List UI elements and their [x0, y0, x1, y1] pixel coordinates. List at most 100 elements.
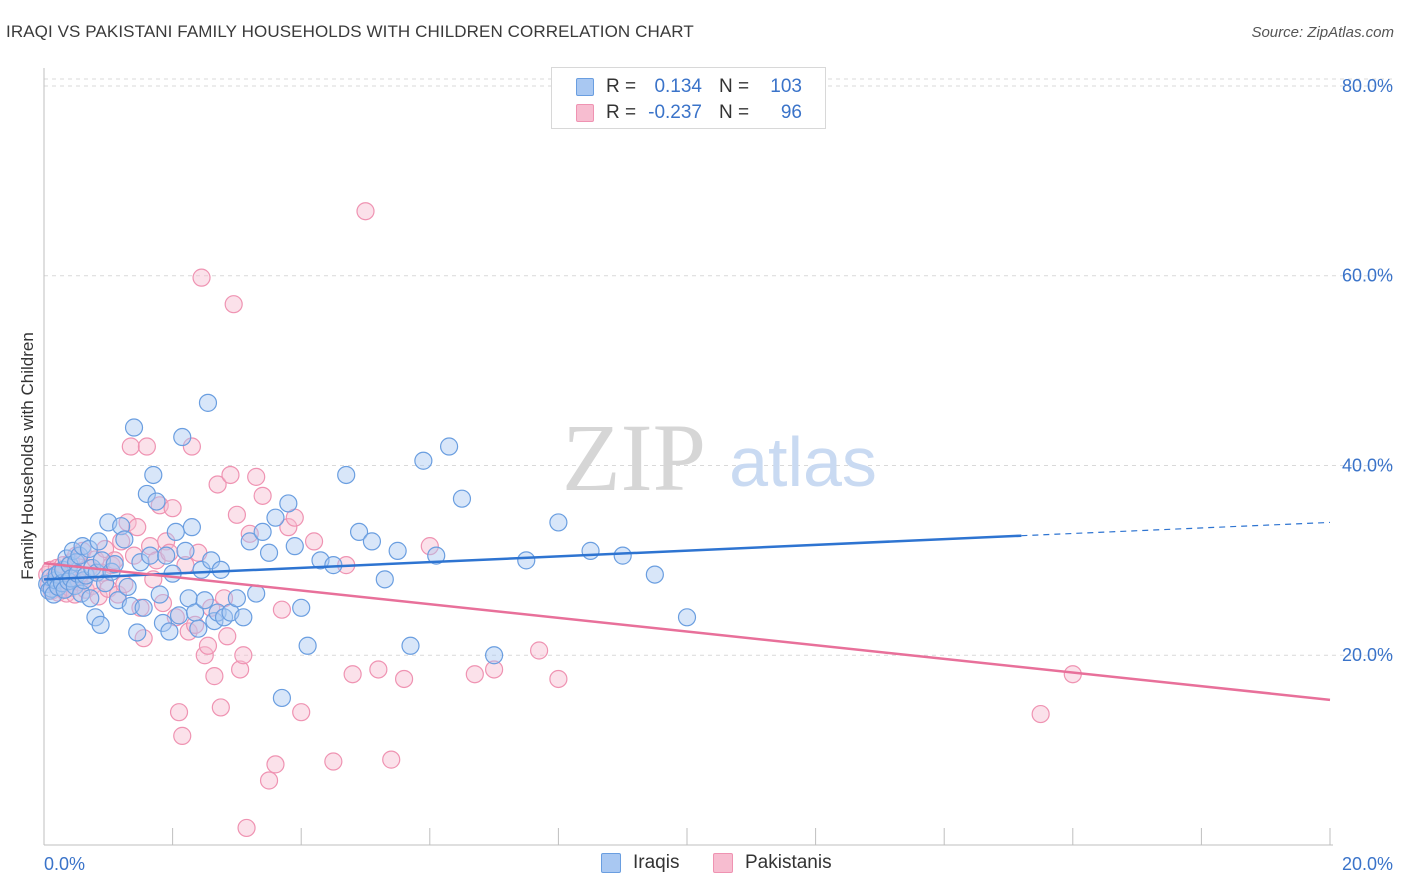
iraqi-point: [298, 636, 317, 655]
iraqi-point: [166, 522, 185, 542]
iraqi-point: [613, 546, 632, 565]
iraqi-point: [414, 451, 433, 470]
iraqi-point: [292, 598, 311, 617]
series-legend: Iraqis Pakistanis: [0, 852, 1406, 876]
iraqi-point: [91, 615, 110, 634]
pakistani-point: [549, 669, 568, 689]
iraqi-point: [182, 518, 201, 537]
pakistani-point: [485, 660, 504, 679]
iraqis-points: [38, 393, 697, 708]
iraqi-point: [195, 591, 214, 610]
iraqi-point: [192, 560, 211, 579]
chart-title: IRAQI VS PAKISTANI FAMILY HOUSEHOLDS WIT…: [6, 22, 694, 41]
iraqi-point: [401, 636, 420, 655]
iraqi-point: [581, 541, 600, 560]
pakistani-point: [394, 669, 414, 689]
pakistani-point: [266, 755, 285, 774]
legend-item-iraqis[interactable]: Iraqis: [601, 852, 679, 874]
x-tick-label: 20.0%: [1342, 854, 1393, 874]
pakistani-point: [124, 546, 144, 565]
pakistanis-swatch: [576, 104, 594, 122]
pakistani-point: [343, 665, 362, 684]
iraqi-point: [427, 546, 446, 565]
iraqi-point: [677, 608, 697, 627]
pakistani-point: [369, 660, 388, 679]
pakistani-point: [324, 752, 343, 771]
pakistani-point: [304, 532, 324, 551]
iraqi-point: [439, 437, 459, 456]
iraqi-point: [349, 522, 369, 542]
iraqi-point: [140, 546, 160, 565]
pakistanis-swatch: [713, 853, 733, 873]
y-tick-label: 80.0%: [1342, 76, 1393, 96]
iraqi-point: [227, 589, 246, 608]
r-value: -0.237: [648, 102, 702, 123]
pakistani-point: [279, 518, 298, 537]
legend-label-pakistanis: Pakistanis: [745, 852, 832, 873]
iraqis-trend-extension: [1021, 521, 1331, 537]
legend-item-pakistanis[interactable]: Pakistanis: [713, 852, 832, 874]
source-label: Source: ZipAtlas.com: [1251, 24, 1394, 41]
r-value: 0.134: [654, 76, 702, 97]
pakistani-point: [1031, 704, 1050, 724]
pakistani-point: [465, 665, 484, 684]
pakistani-point: [211, 698, 230, 717]
iraqis-swatch: [576, 78, 594, 96]
iraqi-point: [169, 606, 189, 625]
iraqi-point: [131, 553, 150, 572]
iraqi-point: [279, 494, 298, 513]
legend-row-pakistanis: R = -0.237 N = 96: [576, 101, 802, 125]
y-tick-label: 20.0%: [1342, 645, 1393, 665]
pakistani-point: [234, 646, 253, 665]
pakistani-point: [108, 585, 128, 604]
legend-row-iraqis: R = 0.134 N = 103: [576, 75, 802, 99]
watermark: ZIP atlas: [562, 404, 877, 511]
pakistani-point: [121, 437, 140, 456]
n-value: 103: [770, 76, 802, 97]
iraqi-point: [272, 688, 292, 708]
trend-lines: [43, 521, 1331, 702]
pakistani-point: [160, 543, 179, 562]
pakistani-point: [208, 475, 227, 494]
pakistani-point: [259, 771, 279, 790]
pakistani-point: [173, 726, 192, 745]
pakistani-point: [169, 703, 189, 722]
n-value: 96: [780, 102, 802, 123]
watermark-atlas: atlas: [729, 423, 877, 501]
pakistani-point: [198, 636, 218, 655]
pakistani-point: [221, 465, 240, 485]
iraqi-point: [147, 492, 166, 511]
y-tick-label: 60.0%: [1342, 266, 1393, 286]
iraqi-point: [95, 574, 115, 593]
iraqi-point: [285, 537, 304, 556]
iraqi-point: [337, 465, 356, 485]
stats-legend: R = 0.134 N = 103 R = -0.237 N = 96: [551, 67, 826, 129]
iraqi-point: [118, 577, 137, 597]
pakistani-point: [192, 268, 211, 287]
iraqi-point: [79, 539, 99, 559]
iraqi-point: [266, 508, 285, 527]
iraqi-point: [89, 532, 108, 551]
n-label: N =: [718, 76, 750, 97]
iraqi-point: [173, 427, 192, 447]
pakistani-point: [231, 660, 250, 679]
iraqi-point: [211, 560, 230, 579]
y-axis-label: Family Households with Children: [18, 332, 37, 580]
pakistani-point: [237, 818, 256, 838]
n-label: N =: [718, 102, 750, 123]
pakistani-point: [137, 437, 156, 456]
y-tick-labels: 20.0% 40.0% 60.0% 80.0%: [1342, 76, 1393, 665]
iraqi-point: [388, 541, 407, 560]
iraqis-swatch: [601, 853, 621, 873]
y-tick-label: 40.0%: [1342, 455, 1393, 475]
iraqi-point: [144, 465, 163, 485]
pakistani-point: [163, 499, 182, 518]
pakistani-point: [356, 202, 375, 221]
pakistani-point: [382, 750, 401, 769]
pakistani-point: [253, 486, 272, 505]
pakistani-point: [227, 505, 246, 524]
pakistani-point: [420, 537, 439, 556]
iraqis-trend-line: [43, 534, 1022, 581]
grid-lines: [44, 78, 1392, 656]
r-label: R =: [606, 102, 637, 123]
